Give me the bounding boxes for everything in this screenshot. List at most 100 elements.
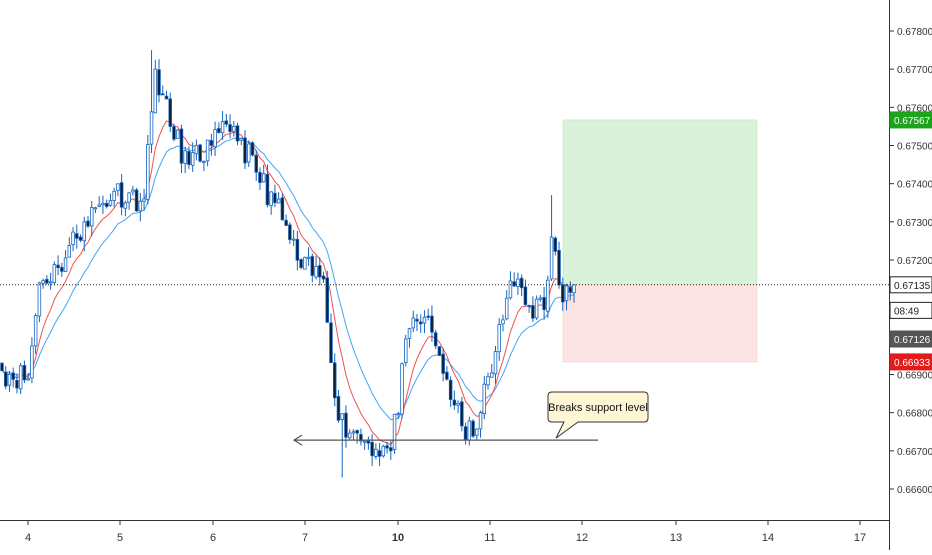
x-tick-label: 12 xyxy=(576,532,588,544)
candle xyxy=(471,419,475,439)
candle-body xyxy=(426,315,430,318)
candle xyxy=(314,255,318,280)
candle xyxy=(306,247,311,266)
candle-body xyxy=(228,124,232,132)
candle xyxy=(448,376,453,408)
candle xyxy=(30,337,34,384)
candle-body xyxy=(538,297,543,300)
candle xyxy=(60,262,64,277)
candle xyxy=(11,367,15,388)
price-marker-label: 0.67567 xyxy=(894,116,931,127)
candle xyxy=(33,313,38,355)
candle xyxy=(142,188,146,211)
candle-body xyxy=(280,197,285,221)
candle-body xyxy=(232,126,236,132)
candle xyxy=(243,130,247,170)
price-marker-label: 0.67126 xyxy=(894,335,931,346)
candle xyxy=(235,122,240,146)
candle xyxy=(183,146,187,174)
candle xyxy=(82,216,86,252)
candle-body xyxy=(209,140,214,146)
candle-body xyxy=(138,200,143,212)
candle xyxy=(411,310,415,333)
candle-body xyxy=(205,139,210,162)
candle xyxy=(116,183,120,197)
candle-body xyxy=(415,318,419,322)
candle-body xyxy=(291,238,296,241)
candle-body xyxy=(82,221,86,242)
candle xyxy=(332,353,337,407)
candle-body xyxy=(33,315,38,347)
y-tick-label: 0.67200 xyxy=(897,256,932,267)
candle-body xyxy=(344,412,348,438)
candle xyxy=(220,111,225,140)
candle-body xyxy=(284,219,288,226)
y-tick-label: 0.67600 xyxy=(897,103,932,114)
y-tick-label: 0.67500 xyxy=(897,142,932,153)
candle xyxy=(519,274,524,297)
candle-body xyxy=(534,298,539,319)
candle xyxy=(310,253,315,283)
candle-body xyxy=(553,237,558,252)
candle-body xyxy=(26,377,30,381)
candle xyxy=(430,305,434,342)
candle-body xyxy=(265,173,270,206)
candle-body xyxy=(362,440,367,443)
candle xyxy=(531,296,535,322)
candle-body xyxy=(217,128,221,133)
candle xyxy=(37,281,42,323)
candle-body xyxy=(288,224,292,240)
candle xyxy=(273,184,277,207)
candle-body xyxy=(549,236,554,280)
y-tick-label: 0.66800 xyxy=(897,409,932,420)
candle xyxy=(224,113,229,128)
candle xyxy=(486,372,490,390)
candle xyxy=(22,360,27,384)
price-marker-box xyxy=(889,111,932,129)
candle-body xyxy=(172,126,176,140)
price-marker-box xyxy=(889,276,932,294)
candle-body xyxy=(0,362,4,372)
candle xyxy=(527,304,531,313)
candle xyxy=(321,271,326,283)
candle xyxy=(538,294,543,302)
candle xyxy=(392,413,397,454)
candle xyxy=(504,290,509,321)
candle-body xyxy=(108,200,113,206)
candle xyxy=(52,261,57,286)
candle xyxy=(179,124,184,173)
candle-body xyxy=(168,98,172,127)
candle xyxy=(134,187,139,212)
candle xyxy=(452,390,457,410)
candle-body xyxy=(437,346,442,356)
candle-body xyxy=(561,284,565,303)
candle-body xyxy=(198,144,202,162)
candle xyxy=(377,442,382,467)
candle xyxy=(127,191,131,210)
candle-body xyxy=(254,154,258,173)
candle xyxy=(415,313,419,332)
candle-body xyxy=(519,277,524,289)
candle xyxy=(41,278,45,289)
candle xyxy=(239,137,244,146)
candle-body xyxy=(542,297,546,311)
candle xyxy=(523,279,528,307)
candle-body xyxy=(161,93,165,96)
candle-body xyxy=(351,431,356,434)
candle-body xyxy=(131,189,135,193)
candle xyxy=(67,237,72,258)
candle-body xyxy=(463,426,468,440)
candle xyxy=(217,122,221,134)
candle-body xyxy=(564,285,569,302)
candle xyxy=(460,396,464,432)
candle xyxy=(3,366,8,390)
candle xyxy=(101,195,105,214)
candle-body xyxy=(45,278,49,284)
candle-body xyxy=(194,144,199,155)
candle-body xyxy=(385,445,389,449)
price-marker: 0.67126 xyxy=(889,330,932,348)
candle-body xyxy=(374,448,378,457)
candle xyxy=(205,139,210,167)
candle-body xyxy=(164,95,169,100)
